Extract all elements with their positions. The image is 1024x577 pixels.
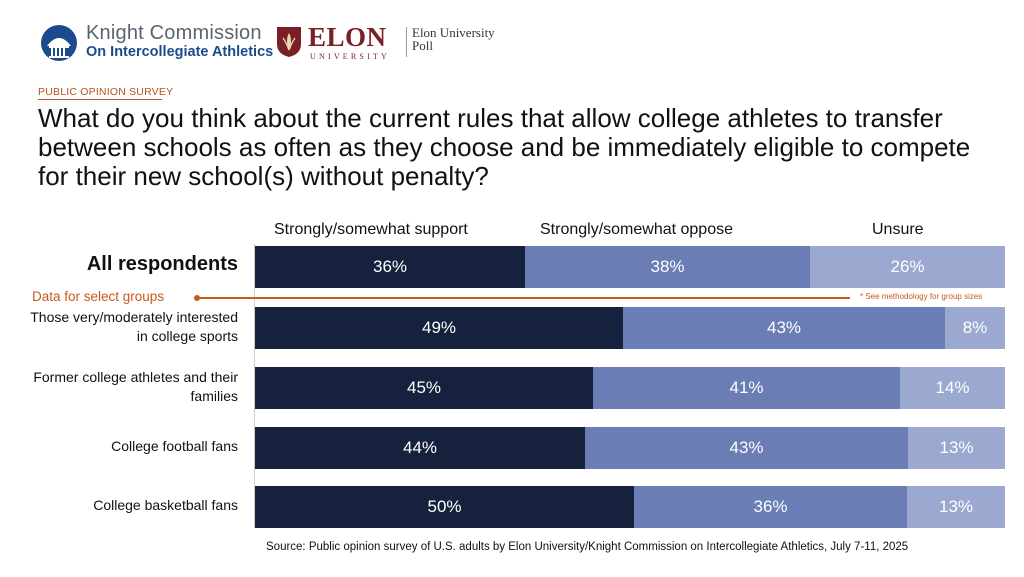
bar-oppose: 41% <box>593 367 900 409</box>
legend-unsure: Unsure <box>872 221 924 238</box>
elon-poll-line2: Poll <box>412 38 433 53</box>
bar-oppose: 43% <box>623 307 945 349</box>
elon-university-label: UNIVERSITY <box>310 52 390 61</box>
bar-unsure: 26% <box>810 246 1005 288</box>
category-label: Those very/moderately interested in coll… <box>30 309 238 344</box>
category-label: Former college athletes and their famili… <box>33 369 238 404</box>
elon-crest-icon <box>277 27 301 57</box>
data-label: 26% <box>890 257 925 276</box>
data-label: 49% <box>421 318 457 337</box>
survey-tag-underline <box>38 99 162 100</box>
group-divider-line <box>198 297 850 299</box>
category-label: College basketball fans <box>93 497 238 513</box>
bar-support: 45% <box>255 367 593 409</box>
data-label: 43% <box>729 438 764 457</box>
survey-tag: PUBLIC OPINION SURVEY <box>38 86 174 98</box>
group-divider-label: Data for select groups <box>32 289 165 304</box>
bar-unsure: 8% <box>945 307 1005 349</box>
data-label: 41% <box>729 378 764 397</box>
data-label: 14% <box>935 378 970 397</box>
knight-commission-name: Knight Commission <box>86 22 262 44</box>
bar-oppose: 38% <box>525 246 810 288</box>
data-label: 8% <box>962 318 988 337</box>
bar-oppose: 43% <box>585 427 908 469</box>
data-label: 50% <box>427 497 462 516</box>
data-label: 43% <box>766 318 802 337</box>
legend-support: Strongly/somewhat support <box>274 221 468 238</box>
bar-support: 49% <box>255 307 623 349</box>
category-label: All respondents <box>86 253 238 275</box>
bar-support: 50% <box>255 486 634 528</box>
category-label: College football fans <box>111 438 238 454</box>
bar-support: 36% <box>255 246 525 288</box>
question-title: What do you think about the current rule… <box>38 103 971 191</box>
data-label: 44% <box>402 438 438 457</box>
data-label: 38% <box>650 257 685 276</box>
category-axis-line <box>254 244 255 528</box>
knight-commission-emblem-icon <box>41 25 77 61</box>
bar-unsure: 14% <box>900 367 1005 409</box>
data-label: 36% <box>753 497 788 516</box>
bar-oppose: 36% <box>634 486 907 528</box>
legend-oppose: Strongly/somewhat oppose <box>540 221 733 238</box>
logo-divider <box>406 27 407 57</box>
source-note: Source: Public opinion survey of U.S. ad… <box>266 541 909 553</box>
data-label: 13% <box>938 497 974 516</box>
methodology-note: * See methodology for group sizes <box>860 292 983 301</box>
bar-support: 44% <box>255 427 585 469</box>
elon-poll-label: Elon University Poll <box>412 26 495 52</box>
data-label: 13% <box>939 438 974 457</box>
data-label: 36% <box>372 257 408 276</box>
bar-unsure: 13% <box>908 427 1005 469</box>
data-label: 45% <box>406 378 442 397</box>
group-divider-marker <box>194 295 200 301</box>
knight-commission-logo: Knight Commission On Intercollegiate Ath… <box>40 22 280 64</box>
elon-wordmark: ELON <box>308 22 387 52</box>
knight-commission-subtitle: On Intercollegiate Athletics <box>86 44 274 60</box>
bar-unsure: 13% <box>907 486 1005 528</box>
elon-poll-line1: Elon University <box>412 25 495 40</box>
elon-university-logo: ELON UNIVERSITY Elon University Poll <box>276 22 516 64</box>
